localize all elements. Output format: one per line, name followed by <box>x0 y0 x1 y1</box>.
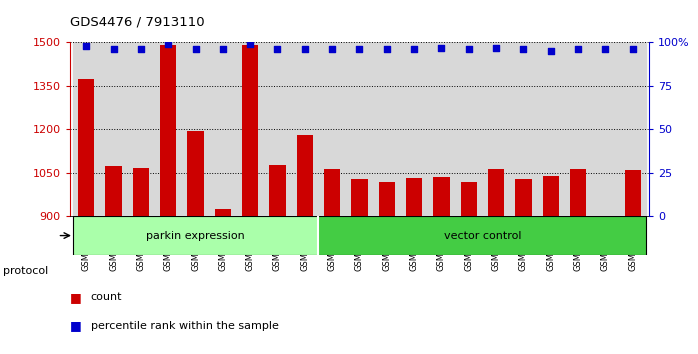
Bar <box>488 169 504 216</box>
Point <box>491 45 502 51</box>
Text: GDS4476 / 7913110: GDS4476 / 7913110 <box>70 15 205 28</box>
Bar <box>428 42 455 216</box>
Bar <box>324 169 341 216</box>
Bar <box>619 42 646 216</box>
Bar <box>351 179 368 216</box>
Point <box>272 47 283 52</box>
Bar <box>215 209 231 216</box>
Bar <box>565 42 592 216</box>
Point <box>327 47 338 52</box>
Point <box>354 47 365 52</box>
Bar <box>237 42 264 216</box>
Bar <box>209 42 237 216</box>
Bar <box>133 167 149 216</box>
Bar <box>318 42 346 216</box>
Bar <box>592 42 619 216</box>
Bar <box>406 178 422 216</box>
Point <box>163 41 174 47</box>
Bar <box>105 166 121 216</box>
Text: count: count <box>91 292 122 302</box>
Bar <box>154 42 182 216</box>
Bar <box>160 45 177 216</box>
Bar <box>182 42 209 216</box>
Bar <box>187 131 204 216</box>
Point <box>217 47 228 52</box>
Point <box>600 47 611 52</box>
Bar <box>433 177 450 216</box>
Point <box>244 41 255 47</box>
Point <box>518 47 529 52</box>
Bar <box>100 42 127 216</box>
Point <box>463 47 475 52</box>
Bar <box>542 176 559 216</box>
Bar <box>455 42 482 216</box>
Bar <box>297 135 313 216</box>
Bar <box>291 42 318 216</box>
Bar <box>482 42 510 216</box>
Point <box>190 47 201 52</box>
Point <box>135 47 147 52</box>
Text: vector control: vector control <box>444 230 521 241</box>
Bar <box>73 216 318 255</box>
Point <box>408 47 419 52</box>
Point <box>80 43 91 49</box>
Bar <box>78 79 94 216</box>
Bar <box>127 42 154 216</box>
Text: parkin expression: parkin expression <box>146 230 245 241</box>
Bar <box>625 170 641 216</box>
Point <box>381 47 392 52</box>
Bar <box>73 42 100 216</box>
Text: ■: ■ <box>70 291 82 304</box>
Bar <box>346 42 373 216</box>
Bar <box>461 182 477 216</box>
Point <box>545 48 556 54</box>
Text: protocol: protocol <box>3 266 49 276</box>
Bar <box>264 42 291 216</box>
Bar <box>242 45 258 216</box>
Bar <box>373 42 401 216</box>
Point <box>572 47 584 52</box>
Text: ■: ■ <box>70 319 82 332</box>
Bar <box>570 169 586 216</box>
Point <box>436 45 447 51</box>
Point <box>628 47 639 52</box>
Bar <box>269 165 285 216</box>
Point <box>108 47 119 52</box>
Bar <box>510 42 537 216</box>
Bar <box>378 182 395 216</box>
Point <box>299 47 311 52</box>
Bar <box>537 42 565 216</box>
Bar <box>401 42 428 216</box>
Bar <box>515 179 532 216</box>
Bar <box>318 216 646 255</box>
Text: percentile rank within the sample: percentile rank within the sample <box>91 321 279 331</box>
